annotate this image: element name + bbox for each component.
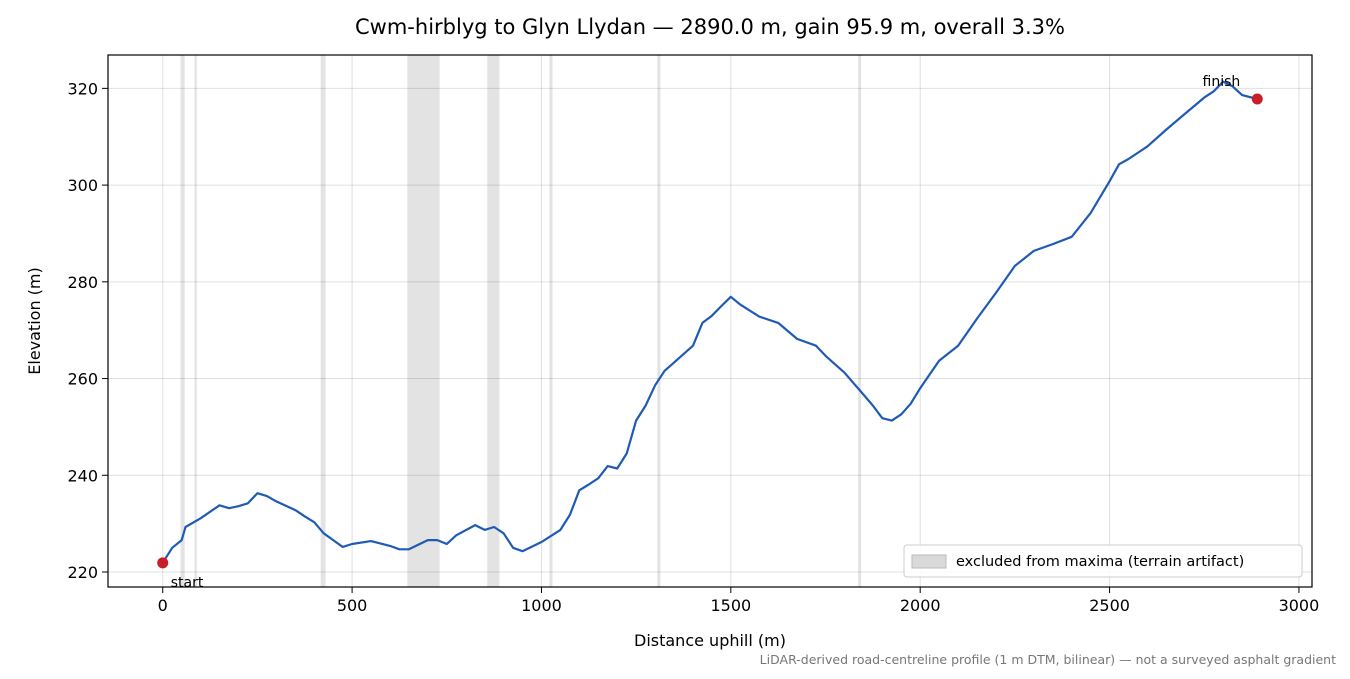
y-tick-label: 280 (67, 273, 98, 292)
legend: excluded from maxima (terrain artifact) (903, 544, 1303, 578)
excluded-span (487, 55, 500, 587)
legend-swatch (911, 554, 947, 569)
y-axis-label: Elevation (m) (25, 267, 44, 374)
excluded-span (407, 55, 440, 587)
endpoint-marker (1251, 93, 1263, 105)
x-tick-label: 0 (158, 596, 168, 615)
x-axis-label: Distance uphill (m) (634, 631, 786, 650)
endpoint-marker (157, 557, 169, 569)
x-tick-label: 3000 (1279, 596, 1320, 615)
excluded-span (858, 55, 862, 587)
y-tick-label: 240 (67, 466, 98, 485)
y-tick-label: 320 (67, 79, 98, 98)
x-tick-label: 1500 (710, 596, 751, 615)
excluded-span (180, 55, 185, 587)
y-tick-label: 220 (67, 563, 98, 582)
x-tick-label: 1000 (521, 596, 562, 615)
footnote: LiDAR-derived road-centreline profile (1… (760, 652, 1336, 667)
excluded-span (194, 55, 197, 587)
x-tick-label: 2000 (900, 596, 941, 615)
x-tick-label: 500 (337, 596, 368, 615)
x-tick-label: 2500 (1089, 596, 1130, 615)
excluded-span (549, 55, 553, 587)
y-tick-label: 260 (67, 370, 98, 389)
legend-label: excluded from maxima (terrain artifact) (956, 554, 1244, 570)
legend-box (903, 544, 1303, 578)
elevation-line (161, 80, 1258, 564)
endpoint-label: finish (1203, 74, 1241, 90)
excluded-span (657, 55, 661, 587)
chart-title: Cwm-hirblyg to Glyn Llydan — 2890.0 m, g… (355, 15, 1065, 39)
y-tick-label: 300 (67, 176, 98, 195)
endpoint-label: start (171, 575, 204, 591)
plot-frame (107, 54, 1313, 588)
excluded-span (320, 55, 326, 587)
